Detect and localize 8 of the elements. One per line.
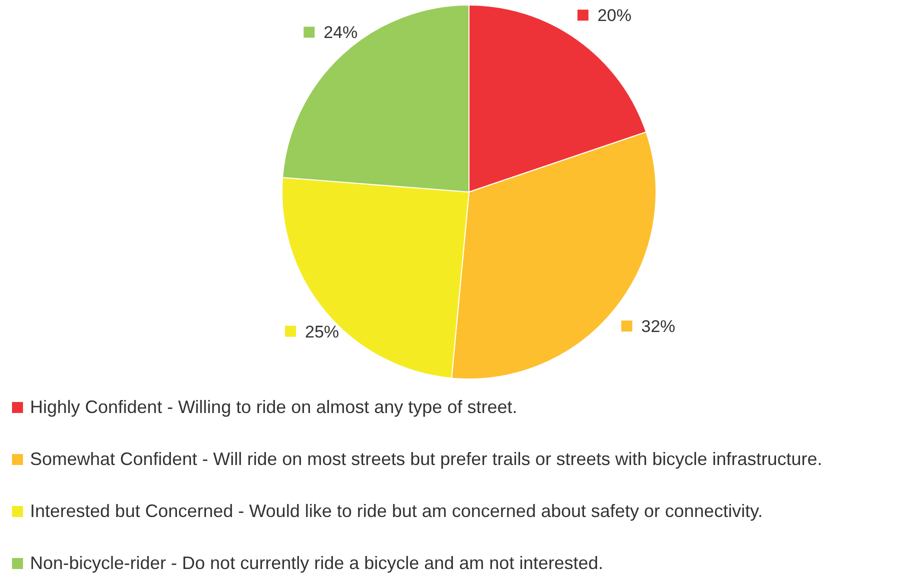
data-label: 20%	[597, 6, 632, 26]
legend-label: Interested but Concerned - Would like to ride but am concerned about safety or connectivity.	[30, 500, 763, 522]
data-label: 32%	[641, 317, 676, 336]
legend-label: Somewhat Confident - Will ride on most streets but prefer trails or streets with bicycle infrastructure.	[30, 448, 822, 470]
legend-label: Non-bicycle-rider - Do not currently ride a bicycle and am not interested.	[30, 552, 604, 574]
data-label: 25%	[305, 322, 340, 342]
legend-label: Highly Confident - Willing to ride on almost any type of street.	[30, 396, 518, 418]
data-label: 24%	[324, 23, 358, 42]
